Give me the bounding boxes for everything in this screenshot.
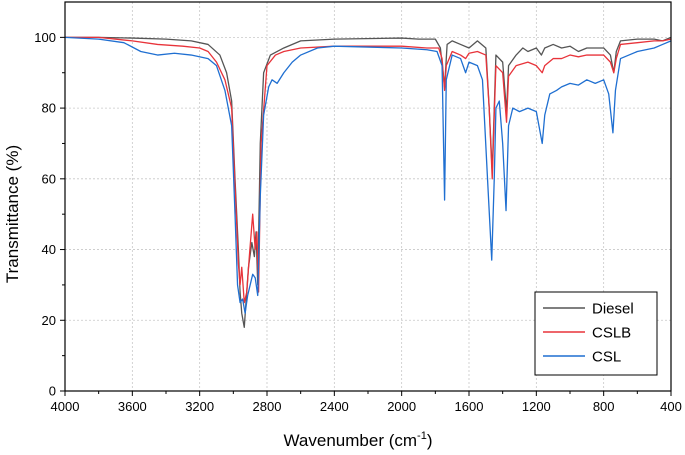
legend-label-diesel: Diesel bbox=[592, 301, 634, 318]
tick-labels: 4000 3600 3200 2800 2400 2000 1600 1200 800 40002… bbox=[34, 30, 682, 414]
x-tick-label: 1200 bbox=[522, 399, 551, 414]
x-tick-label: 4000 bbox=[51, 399, 80, 414]
x-axis-title: Wavenumber (cm-1) bbox=[284, 430, 433, 450]
x-tick-label: 400 bbox=[660, 399, 682, 414]
x-tick-label: 800 bbox=[593, 399, 615, 414]
y-axis-title: Transmittance (%) bbox=[3, 145, 22, 283]
x-tick-label: 2400 bbox=[320, 399, 349, 414]
y-tick-label: 0 bbox=[49, 384, 56, 399]
x-tick-label: 3200 bbox=[185, 399, 214, 414]
y-tick-label: 80 bbox=[42, 101, 56, 116]
x-tick-label: 3600 bbox=[118, 399, 147, 414]
y-tick-label: 40 bbox=[42, 242, 56, 257]
legend-label-csl: CSL bbox=[592, 349, 621, 366]
legend-box bbox=[534, 291, 658, 376]
series-lines bbox=[64, 36, 672, 328]
legend: Diesel CSLB CSL bbox=[534, 291, 658, 376]
legend-label-cslb: CSLB bbox=[592, 325, 631, 342]
series-line-csl bbox=[64, 36, 672, 314]
x-tick-label: 1600 bbox=[455, 399, 484, 414]
y-tick-label: 60 bbox=[42, 171, 56, 186]
x-tick-label: 2800 bbox=[253, 399, 282, 414]
axes bbox=[60, 1, 672, 396]
series-line-cslb bbox=[65, 36, 672, 304]
y-tick-label: 100 bbox=[34, 30, 56, 45]
series-line-diesel bbox=[65, 36, 672, 328]
x-tick-label: 2000 bbox=[387, 399, 416, 414]
y-tick-label: 20 bbox=[42, 313, 56, 328]
